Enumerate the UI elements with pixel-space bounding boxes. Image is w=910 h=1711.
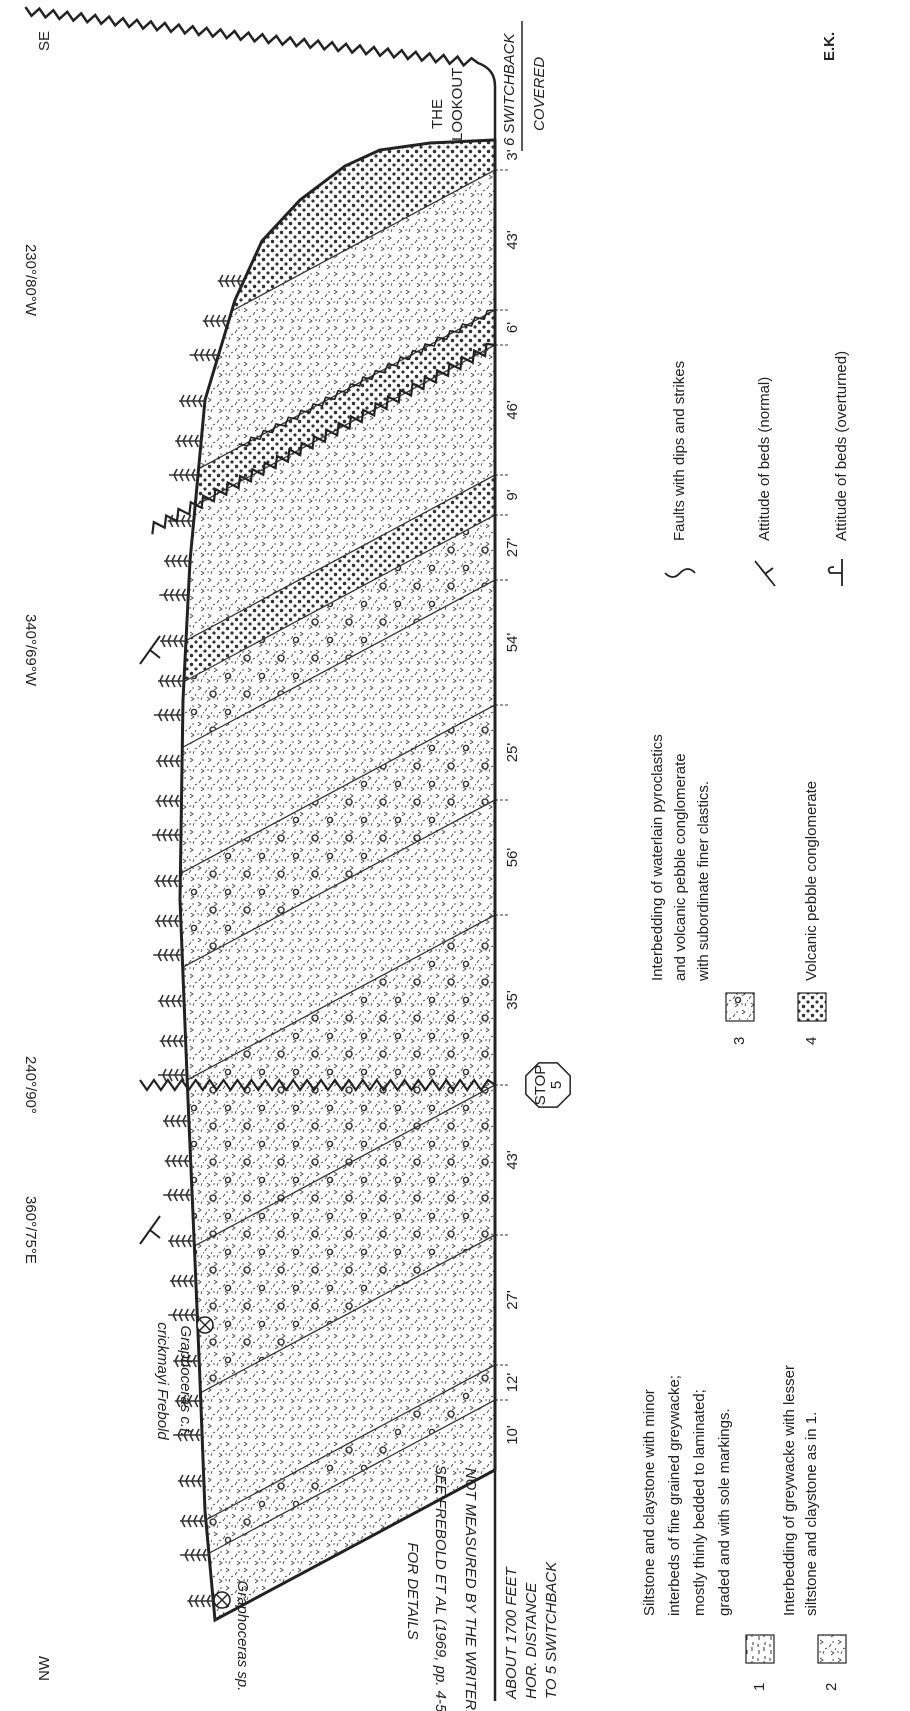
- tree: [154, 875, 180, 887]
- legend-number: 1: [751, 1683, 768, 1691]
- legend-text: Faults with dips and strikes: [671, 361, 688, 541]
- tree: [175, 435, 201, 447]
- legend-text: Attitude of beds (normal): [756, 377, 773, 541]
- tree: [158, 675, 184, 687]
- tree: [168, 1309, 197, 1321]
- tree: [156, 755, 182, 767]
- tree: [153, 949, 182, 961]
- fossil-label: Graphoceras c.f.: [177, 1326, 194, 1437]
- stop-number: 5: [548, 1081, 565, 1089]
- tree: [180, 1515, 206, 1527]
- fossil-label: crickmayi Frebold: [154, 1322, 171, 1440]
- compass-label: SE: [36, 31, 53, 51]
- covered-label: COVERED: [531, 57, 548, 131]
- road: [25, 7, 495, 140]
- thickness-label: 35': [504, 990, 521, 1010]
- tree: [190, 349, 219, 361]
- stop-label: STOP: [532, 1065, 549, 1106]
- legend-text: interbeds of fine grained greywacke;: [666, 1375, 683, 1616]
- tree: [203, 315, 229, 327]
- signature: E.K.: [821, 32, 838, 61]
- attitude-symbol: [140, 636, 160, 664]
- attitude-label: 360°/75°E: [22, 1196, 39, 1264]
- thickness-label: 25': [504, 743, 521, 763]
- legend-text: siltstone and claystone as in 1.: [803, 1412, 820, 1616]
- thickness-label: 27': [504, 1290, 521, 1310]
- compass-label: NW: [36, 1655, 53, 1681]
- tree: [180, 1549, 209, 1561]
- tree: [158, 1069, 187, 1081]
- tree: [164, 555, 190, 567]
- legend-swatch: [798, 993, 826, 1021]
- legend-swatch: [818, 1635, 846, 1663]
- legend-text: with subordinate finer clastics.: [695, 781, 712, 982]
- legend-text: mostly thinly bedded to laminated;: [691, 1389, 708, 1616]
- attitude-symbol: [140, 1216, 160, 1244]
- thickness-label: 6': [504, 322, 521, 333]
- legend-text: graded and with sole markings.: [716, 1408, 733, 1616]
- tree: [187, 1595, 213, 1607]
- tree: [165, 1155, 191, 1167]
- tree: [218, 275, 244, 287]
- tree: [159, 589, 188, 601]
- legend-text: Interbedding of waterlain pyroclastics: [649, 734, 666, 981]
- thickness-label: 27': [504, 538, 521, 558]
- switchback-label: 6 SWITCHBACK: [501, 32, 518, 146]
- thickness-label: 9': [504, 489, 521, 500]
- tree: [168, 515, 194, 527]
- thickness-label: 12': [504, 1373, 521, 1393]
- legend-fault: [665, 569, 695, 577]
- page: { "compass": {"nw": "NW", "se": "SE"}, "…: [0, 0, 910, 1711]
- legend-text: Siltstone and claystone with minor: [641, 1389, 658, 1616]
- thickness-label: 3': [504, 149, 521, 160]
- legend-text: Interbedding of greywacke with lesser: [781, 1365, 798, 1616]
- legend-text: and volcanic pebble conglomerate: [672, 753, 689, 981]
- tree: [152, 829, 181, 841]
- legend-text: Attitude of beds (overturned): [833, 351, 850, 541]
- thickness-label: 46': [504, 400, 521, 420]
- tree: [170, 1275, 196, 1287]
- note: NOT MEASURED BY THE WRITER.: [462, 1468, 479, 1711]
- tree: [160, 1035, 186, 1047]
- legend-number: 2: [823, 1683, 840, 1691]
- tree: [179, 395, 205, 407]
- thickness-label: 56': [504, 848, 521, 868]
- distance-note: ABOUT 1700 FEET: [503, 1565, 520, 1700]
- tree: [178, 1475, 204, 1487]
- legend-overturned: [829, 559, 842, 586]
- geologic-section: 10' 12' 27' 43' 35' 56' 25' 54' 27' 9' 46' 6' 43' 3' S…: [0, 0, 910, 1711]
- legend-text: Volcanic pebble conglomerate: [803, 781, 820, 981]
- tree: [154, 709, 183, 721]
- thickness-label: 43': [504, 230, 521, 250]
- attitude-label: 340°/69°W: [22, 614, 39, 687]
- lookout-label: THE: [429, 99, 446, 129]
- tree: [160, 635, 186, 647]
- fossil-label: Graphoceras sp.: [234, 1581, 251, 1692]
- tree: [169, 469, 198, 481]
- legend-swatch: [726, 993, 754, 1021]
- note: FOR DETAILS: [404, 1542, 421, 1639]
- tree: [155, 915, 181, 927]
- note: SEE FREBOLD ET AL (1969, pp. 4-5): [432, 1465, 449, 1711]
- tree: [168, 1235, 194, 1247]
- distance-note: TO 5 SWITCHBACK: [543, 1561, 560, 1699]
- legend-swatch: [746, 1635, 774, 1663]
- legend-normal: [755, 561, 775, 586]
- tree: [163, 1189, 192, 1201]
- lookout-label: LOOKOUT: [449, 68, 466, 141]
- tree: [163, 1115, 189, 1127]
- landscape-frame: 10' 12' 27' 43' 35' 56' 25' 54' 27' 9' 46' 6' 43' 3' S…: [22, 0, 850, 1711]
- tree: [155, 795, 181, 807]
- thickness-label: 54': [504, 633, 521, 653]
- tree: [158, 995, 184, 1007]
- thickness-label: 10': [504, 1425, 521, 1445]
- attitude-label: 230°/80°W: [22, 244, 39, 317]
- legend-number: 3: [731, 1037, 748, 1045]
- legend-number: 4: [803, 1037, 820, 1045]
- thickness-label: 43': [504, 1150, 521, 1170]
- distance-note: HOR. DISTANCE: [523, 1582, 540, 1699]
- attitude-label: 240°/90°: [22, 1056, 39, 1114]
